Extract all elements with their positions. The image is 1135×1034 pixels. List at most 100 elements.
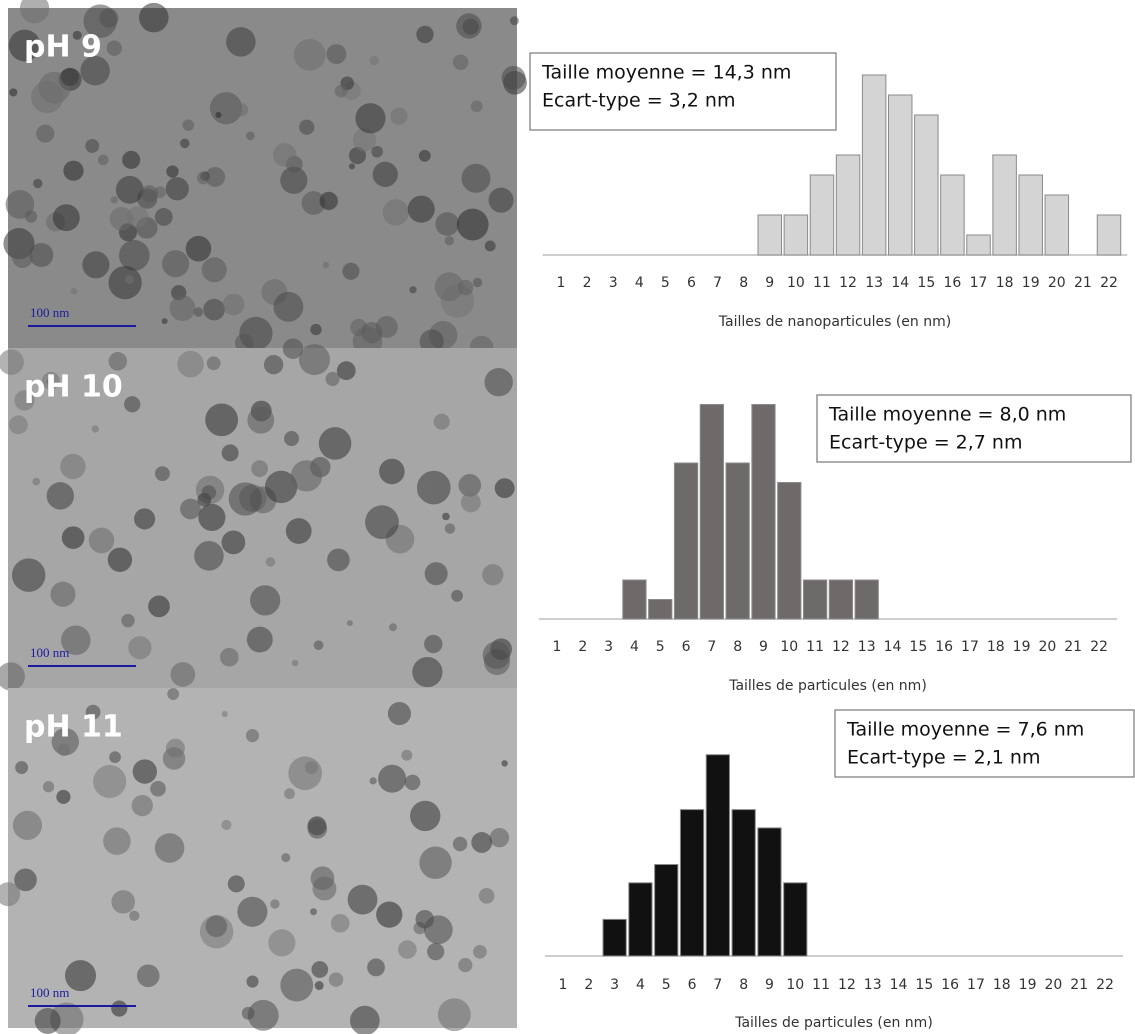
particle-cluster	[424, 562, 448, 586]
particle-cluster	[126, 206, 149, 228]
particle-cluster	[56, 789, 71, 804]
x-tick-label: 8	[739, 977, 748, 993]
x-tick-label: 19	[1013, 639, 1031, 655]
bar	[828, 579, 854, 620]
particle-cluster	[452, 836, 468, 852]
bar	[725, 462, 750, 620]
particle-cluster	[14, 390, 35, 411]
particle-cluster	[473, 944, 487, 959]
particle-cluster	[63, 160, 84, 181]
bar	[699, 404, 724, 620]
stats-line: Ecart-type = 3,2 nm	[542, 90, 735, 112]
x-tick-label: 11	[812, 977, 830, 993]
particle-cluster	[93, 764, 127, 799]
x-tick-label: 20	[1038, 639, 1056, 655]
x-tick-label: 15	[915, 977, 933, 993]
particle-cluster	[165, 738, 185, 758]
x-tick-label: 14	[891, 275, 909, 291]
particle-cluster	[139, 2, 169, 33]
particle-cluster	[235, 103, 249, 117]
particle-cluster	[419, 329, 444, 354]
x-tick-label: 2	[583, 275, 592, 291]
particle-cluster	[387, 702, 411, 726]
particle-cluster	[424, 634, 443, 654]
bar	[783, 882, 808, 957]
particle-cluster	[501, 65, 526, 90]
particle-cluster	[290, 460, 323, 492]
particle-cluster	[451, 589, 463, 602]
particle-cluster	[180, 498, 201, 520]
stats-line: Taille moyenne = 8,0 nm	[828, 404, 1066, 426]
x-tick-label: 18	[996, 275, 1014, 291]
x-tick-label: 9	[765, 275, 774, 291]
particle-cluster	[285, 518, 312, 544]
particle-cluster	[291, 659, 299, 667]
particle-cluster	[310, 908, 317, 916]
particle-cluster	[221, 819, 232, 831]
x-tick-label: 21	[1064, 639, 1082, 655]
particle-cluster	[310, 323, 322, 336]
bar	[887, 94, 913, 256]
bar	[602, 918, 627, 957]
particle-cluster	[41, 371, 60, 390]
particle-cluster	[203, 298, 225, 321]
x-tick-label: 9	[765, 977, 774, 993]
particle-cluster	[226, 27, 256, 57]
particle-cluster	[246, 975, 259, 988]
particle-cluster	[501, 760, 508, 767]
particle-cluster	[461, 163, 491, 193]
x-tick-label: 3	[609, 275, 618, 291]
particle-cluster	[472, 277, 483, 288]
particle-cluster	[196, 171, 210, 185]
particle-cluster	[122, 150, 141, 169]
particle-cluster	[311, 961, 329, 978]
particle-cluster	[401, 749, 413, 761]
particle-cluster	[72, 30, 82, 40]
bar	[777, 482, 802, 620]
x-tick-label: 21	[1070, 977, 1088, 993]
particle-cluster	[241, 1006, 255, 1020]
stats-box	[529, 52, 837, 131]
particle-cluster	[433, 413, 450, 430]
x-tick-label: 11	[813, 275, 831, 291]
x-tick-label: 1	[557, 275, 566, 291]
x-tick-label: 6	[688, 977, 697, 993]
bar	[861, 74, 887, 256]
x-tick-label: 17	[967, 977, 985, 993]
particle-cluster	[237, 896, 268, 927]
particle-cluster	[346, 620, 353, 627]
particle-cluster	[199, 914, 234, 949]
particle-cluster	[108, 352, 128, 371]
particle-cluster	[29, 242, 54, 268]
particle-cluster	[246, 626, 273, 653]
particle-cluster	[0, 662, 25, 691]
particle-cluster	[456, 208, 489, 241]
particle-cluster	[14, 868, 37, 892]
particle-cluster	[251, 460, 269, 478]
particle-cluster	[115, 175, 144, 204]
particle-cluster	[367, 958, 385, 977]
particle-cluster	[264, 470, 298, 504]
x-tick-label: 12	[839, 275, 857, 291]
particle-cluster	[245, 729, 260, 743]
x-tick-label: 22	[1090, 639, 1108, 655]
particle-cluster	[161, 318, 168, 325]
x-tick-label: 4	[635, 275, 644, 291]
particle-cluster	[350, 1005, 380, 1034]
particle-cluster	[489, 827, 510, 848]
x-axis-title: Tailles de particules (en nm)	[728, 678, 927, 694]
x-axis-title: Tailles de particules (en nm)	[734, 1015, 933, 1031]
particle-cluster	[50, 581, 76, 607]
bar	[783, 214, 809, 256]
particle-cluster	[371, 145, 383, 158]
x-tick-label: 10	[780, 639, 798, 655]
particle-cluster	[314, 981, 324, 991]
particle-cluster	[452, 54, 469, 71]
particle-cluster	[298, 344, 331, 376]
particle-cluster	[478, 887, 495, 904]
particle-cluster	[382, 199, 409, 226]
particle-cluster	[201, 257, 227, 283]
particle-cluster	[221, 444, 239, 462]
particle-cluster	[154, 466, 170, 482]
particle-cluster	[365, 505, 399, 540]
